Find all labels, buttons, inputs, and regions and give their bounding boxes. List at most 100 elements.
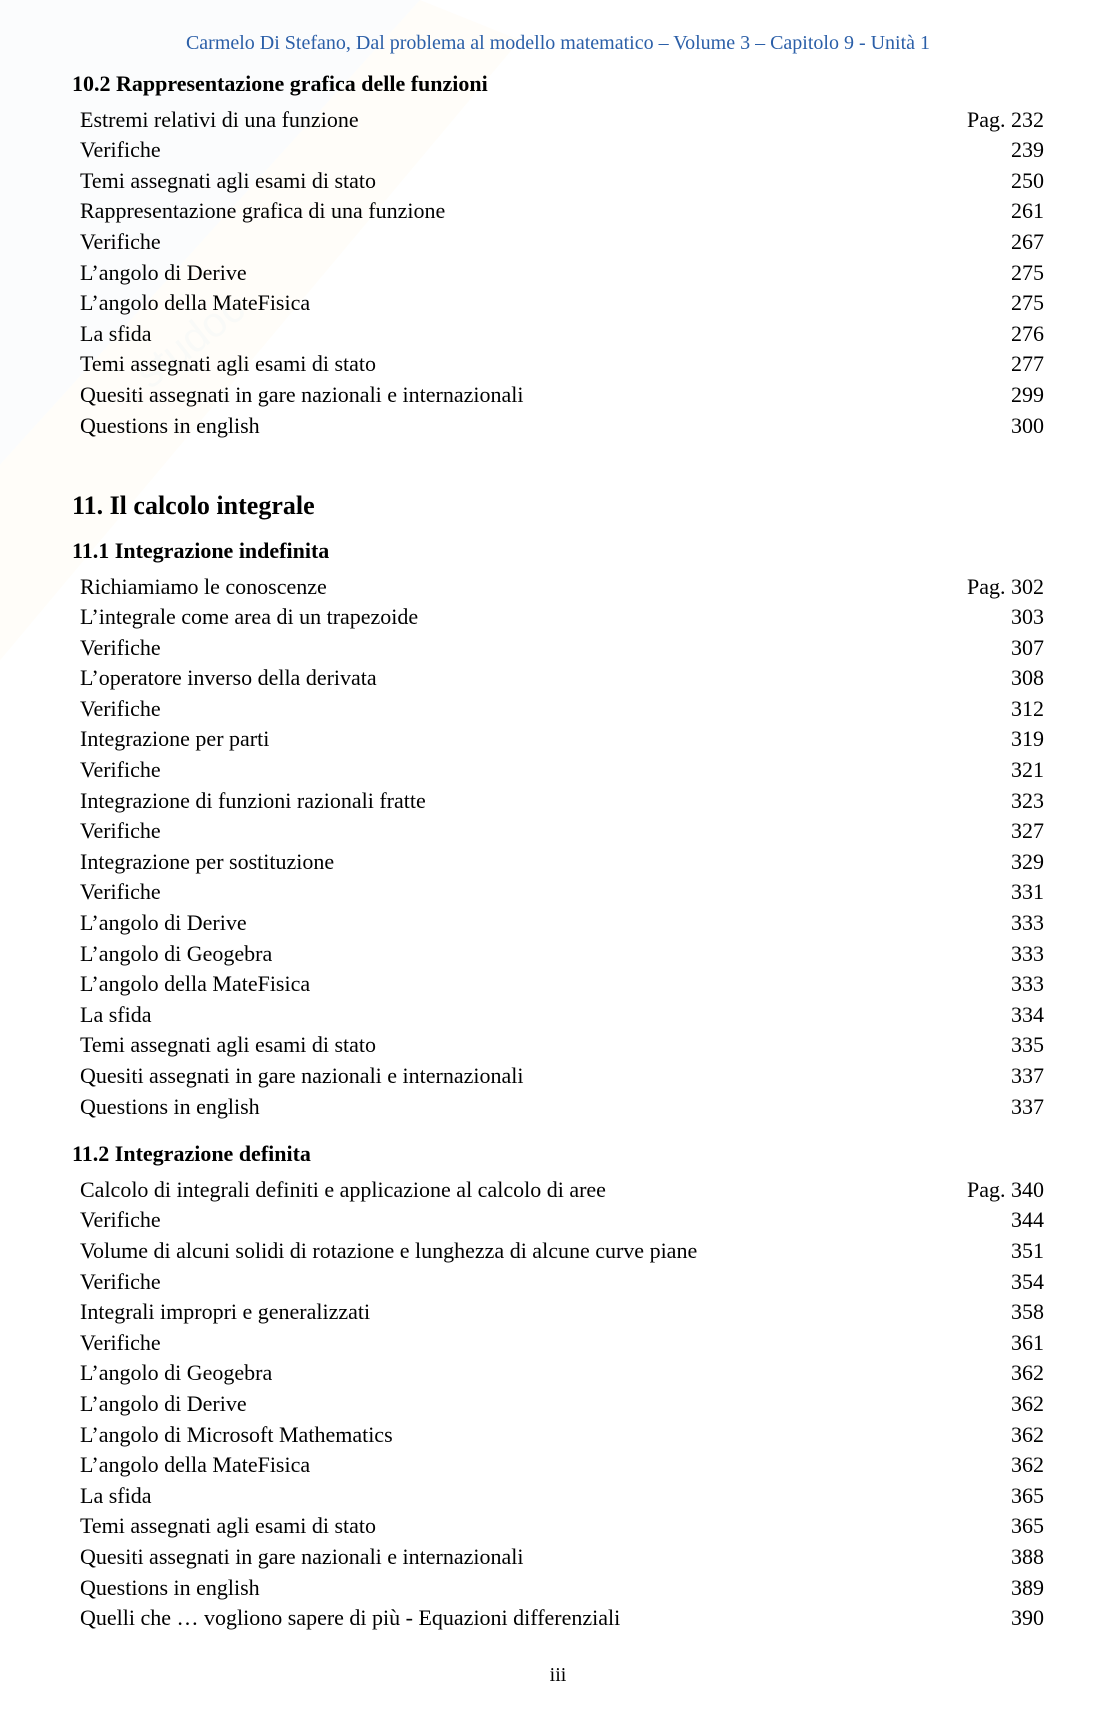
- toc-entry: Richiamiamo le conoscenzePag. 302: [80, 572, 1044, 603]
- toc-entry-page: Pag. 232: [934, 106, 1044, 135]
- page-content: Carmelo Di Stefano, Dal problema al mode…: [72, 30, 1044, 1688]
- toc-entry: Volume di alcuni solidi di rotazione e l…: [80, 1236, 1044, 1267]
- toc-entry-label: Quesiti assegnati in gare nazionali e in…: [80, 1543, 934, 1572]
- toc-entry: L’angolo della MateFisica362: [80, 1450, 1044, 1481]
- page-header: Carmelo Di Stefano, Dal problema al mode…: [72, 30, 1044, 56]
- toc-entry-label: Temi assegnati agli esami di stato: [80, 167, 934, 196]
- toc-entry-label: Verifiche: [80, 1329, 934, 1358]
- toc-entry: Verifiche267: [80, 227, 1044, 258]
- toc-entry-label: L’angolo di Microsoft Mathematics: [80, 1421, 934, 1450]
- toc-entry-page: 351: [934, 1237, 1044, 1266]
- toc-entry: Calcolo di integrali definiti e applicaz…: [80, 1175, 1044, 1206]
- toc-entry: Integrazione per sostituzione329: [80, 847, 1044, 878]
- toc-entry: Verifiche327: [80, 816, 1044, 847]
- toc-entry-page: 333: [934, 970, 1044, 999]
- toc-entry: Integrazione per parti319: [80, 724, 1044, 755]
- toc-entry-label: Questions in english: [80, 1093, 934, 1122]
- toc-entry: L’operatore inverso della derivata308: [80, 663, 1044, 694]
- toc-entry: L’angolo della MateFisica333: [80, 969, 1044, 1000]
- toc-entry-label: Quelli che … vogliono sapere di più - Eq…: [80, 1604, 934, 1633]
- toc-entry-label: Calcolo di integrali definiti e applicaz…: [80, 1176, 934, 1205]
- toc-entry-label: Verifiche: [80, 878, 934, 907]
- toc-entry-label: L’angolo di Derive: [80, 1390, 934, 1419]
- toc-entry-page: 250: [934, 167, 1044, 196]
- toc-entry: L’angolo di Microsoft Mathematics362: [80, 1420, 1044, 1451]
- toc-root: 10.2 Rappresentazione grafica delle funz…: [72, 70, 1044, 1634]
- toc-entry-label: Integrazione di funzioni razionali fratt…: [80, 787, 934, 816]
- page-footer-number: iii: [72, 1662, 1044, 1688]
- toc-list: Estremi relativi di una funzionePag. 232…: [80, 105, 1044, 442]
- toc-entry-label: L’angolo della MateFisica: [80, 970, 934, 999]
- toc-entry-page: 307: [934, 634, 1044, 663]
- toc-entry-label: Estremi relativi di una funzione: [80, 106, 934, 135]
- toc-entry: La sfida334: [80, 1000, 1044, 1031]
- toc-entry: L’angolo di Derive362: [80, 1389, 1044, 1420]
- toc-entry-page: 337: [934, 1093, 1044, 1122]
- toc-entry-page: 362: [934, 1390, 1044, 1419]
- toc-entry-page: 337: [934, 1062, 1044, 1091]
- toc-entry: L’angolo di Geogebra333: [80, 939, 1044, 970]
- toc-list: Richiamiamo le conoscenzePag. 302L’integ…: [80, 572, 1044, 1123]
- toc-entry-label: Verifiche: [80, 634, 934, 663]
- toc-entry-label: Verifiche: [80, 1206, 934, 1235]
- toc-entry: Integrali impropri e generalizzati358: [80, 1297, 1044, 1328]
- toc-entry-label: Richiamiamo le conoscenze: [80, 573, 934, 602]
- toc-entry: L’integrale come area di un trapezoide30…: [80, 602, 1044, 633]
- toc-entry-label: Verifiche: [80, 695, 934, 724]
- section-title: 11.1 Integrazione indefinita: [72, 537, 1044, 566]
- toc-entry-page: 361: [934, 1329, 1044, 1358]
- toc-entry-page: 327: [934, 817, 1044, 846]
- toc-entry: L’angolo della MateFisica275: [80, 288, 1044, 319]
- toc-entry-label: Quesiti assegnati in gare nazionali e in…: [80, 381, 934, 410]
- toc-entry: L’angolo di Geogebra362: [80, 1358, 1044, 1389]
- toc-entry-page: 358: [934, 1298, 1044, 1327]
- toc-entry-page: 321: [934, 756, 1044, 785]
- toc-entry-label: L’angolo di Derive: [80, 259, 934, 288]
- toc-entry-page: 239: [934, 136, 1044, 165]
- toc-entry-label: Questions in english: [80, 1574, 934, 1603]
- toc-entry: Temi assegnati agli esami di stato365: [80, 1511, 1044, 1542]
- toc-entry-label: Temi assegnati agli esami di stato: [80, 350, 934, 379]
- toc-entry-label: Volume di alcuni solidi di rotazione e l…: [80, 1237, 934, 1266]
- toc-entry-page: 308: [934, 664, 1044, 693]
- toc-entry: Verifiche239: [80, 135, 1044, 166]
- toc-entry-page: 276: [934, 320, 1044, 349]
- toc-section: 11.2 Integrazione definita Calcolo di int…: [72, 1140, 1044, 1634]
- toc-entry-page: 354: [934, 1268, 1044, 1297]
- toc-entry-label: L’angolo di Geogebra: [80, 1359, 934, 1388]
- toc-entry-page: 362: [934, 1421, 1044, 1450]
- toc-entry-label: Verifiche: [80, 136, 934, 165]
- toc-entry: Estremi relativi di una funzionePag. 232: [80, 105, 1044, 136]
- toc-entry: Quesiti assegnati in gare nazionali e in…: [80, 1061, 1044, 1092]
- toc-entry-page: 267: [934, 228, 1044, 257]
- section-title: 10.2 Rappresentazione grafica delle funz…: [72, 70, 1044, 99]
- toc-entry: L’angolo di Derive275: [80, 258, 1044, 289]
- toc-entry-page: 333: [934, 909, 1044, 938]
- toc-entry: Verifiche344: [80, 1205, 1044, 1236]
- toc-entry-label: Temi assegnati agli esami di stato: [80, 1031, 934, 1060]
- toc-entry: Rappresentazione grafica di una funzione…: [80, 196, 1044, 227]
- toc-entry-label: La sfida: [80, 1482, 934, 1511]
- toc-entry-label: Integrazione per parti: [80, 725, 934, 754]
- toc-entry-label: L’operatore inverso della derivata: [80, 664, 934, 693]
- toc-entry-label: Verifiche: [80, 756, 934, 785]
- toc-entry-label: Questions in english: [80, 412, 934, 441]
- toc-entry-page: 300: [934, 412, 1044, 441]
- toc-entry-page: 312: [934, 695, 1044, 724]
- toc-entry-label: Integrali impropri e generalizzati: [80, 1298, 934, 1327]
- toc-entry-label: Quesiti assegnati in gare nazionali e in…: [80, 1062, 934, 1091]
- toc-entry-page: 335: [934, 1031, 1044, 1060]
- toc-entry-page: 275: [934, 289, 1044, 318]
- toc-entry-page: 333: [934, 940, 1044, 969]
- toc-entry-page: 261: [934, 197, 1044, 226]
- toc-entry: Questions in english337: [80, 1092, 1044, 1123]
- toc-entry: Verifiche307: [80, 633, 1044, 664]
- toc-entry: Verifiche321: [80, 755, 1044, 786]
- toc-entry: La sfida365: [80, 1481, 1044, 1512]
- toc-entry-label: Verifiche: [80, 228, 934, 257]
- section-title: 11.2 Integrazione definita: [72, 1140, 1044, 1169]
- toc-entry-page: 319: [934, 725, 1044, 754]
- toc-entry-page: 303: [934, 603, 1044, 632]
- toc-entry: Temi assegnati agli esami di stato277: [80, 349, 1044, 380]
- toc-section: 10.2 Rappresentazione grafica delle funz…: [72, 70, 1044, 441]
